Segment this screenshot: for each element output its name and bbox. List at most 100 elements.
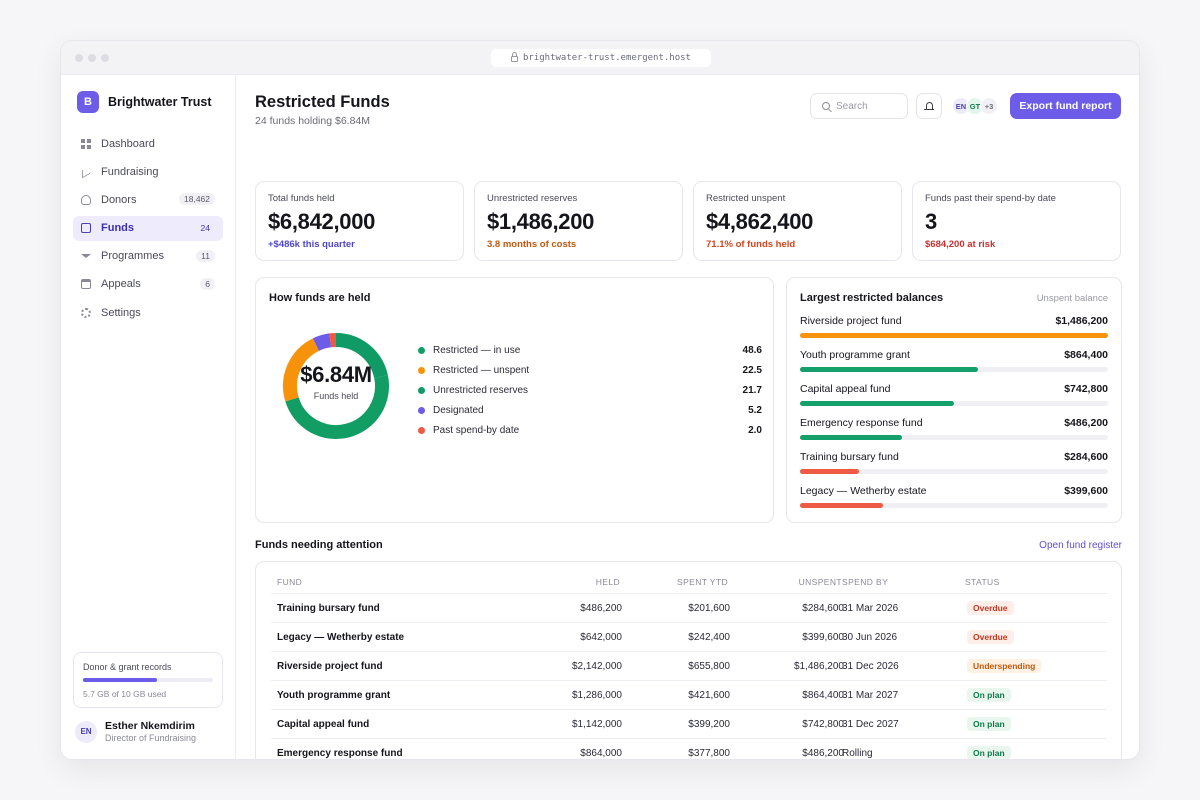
cell-spend-by: 31 Dec 2026 bbox=[842, 661, 899, 672]
column-header[interactable]: SPEND BY bbox=[842, 577, 889, 587]
cell-spend-by: 31 Dec 2027 bbox=[842, 719, 899, 730]
balance-value: $284,600 bbox=[1064, 451, 1108, 463]
cell-spend-by: 30 Jun 2026 bbox=[842, 632, 898, 643]
sidebar-item-label: Settings bbox=[101, 306, 141, 319]
cell-unspent: $742,800 bbox=[802, 719, 844, 730]
balance-row[interactable]: Capital appeal fund $742,800 bbox=[800, 383, 1108, 417]
cell-spend-by: Rolling bbox=[842, 748, 873, 759]
sidebar-item-settings[interactable]: Settings bbox=[73, 300, 223, 325]
donut-slice-restricted-in-use[interactable] bbox=[285, 375, 389, 439]
trending-up-icon bbox=[82, 165, 90, 178]
balance-value: $399,600 bbox=[1064, 485, 1108, 497]
balance-bar-track bbox=[800, 367, 1108, 372]
kpi-label: Total funds held bbox=[268, 193, 335, 204]
brand[interactable]: B Brightwater Trust bbox=[77, 91, 212, 113]
balance-value: $1,486,200 bbox=[1055, 315, 1108, 327]
cell-unspent: $864,400 bbox=[802, 690, 844, 701]
cell-spent: $399,200 bbox=[688, 719, 730, 730]
kpi-note: 71.1% of funds held bbox=[706, 239, 796, 250]
legend-value: 48.6 bbox=[742, 344, 762, 356]
holdings-card: How funds are held $6.84M Funds held Res… bbox=[255, 277, 774, 523]
notifications-button[interactable] bbox=[916, 93, 942, 119]
legend-label: Restricted — in use bbox=[433, 344, 521, 356]
balance-row[interactable]: Riverside project fund $1,486,200 bbox=[800, 315, 1108, 349]
browser-titlebar: brightwater-trust.emergent.host bbox=[61, 41, 1139, 75]
column-header[interactable]: FUND bbox=[277, 577, 303, 587]
table-row[interactable]: Emergency response fund $864,000 $377,800 $… bbox=[271, 738, 1107, 759]
cell-fund: Legacy — Wetherby estate bbox=[277, 632, 405, 643]
donut-center-label: Funds held bbox=[313, 391, 359, 401]
search-input[interactable]: Search bbox=[810, 93, 908, 119]
legend-label: Unrestricted reserves bbox=[433, 384, 529, 396]
sidebar-item-label: Appeals bbox=[101, 278, 141, 291]
holdings-legend: Restricted — in use 48.6 Restricted — unsp… bbox=[418, 340, 762, 440]
avatar: EN bbox=[75, 720, 97, 743]
window-minimize-dot[interactable] bbox=[88, 54, 96, 62]
cell-fund: Emergency response fund bbox=[277, 748, 403, 759]
attention-title: Funds needing attention bbox=[255, 539, 383, 551]
legend-value: 22.5 bbox=[742, 364, 762, 376]
sidebar-item-dashboard[interactable]: Dashboard bbox=[73, 131, 223, 156]
donut-slice-restricted-unspent[interactable] bbox=[283, 338, 320, 402]
legend-value: 5.2 bbox=[748, 404, 762, 416]
column-header[interactable]: STATUS bbox=[965, 577, 1000, 587]
gear-icon bbox=[81, 307, 91, 318]
address-bar[interactable]: brightwater-trust.emergent.host bbox=[491, 49, 711, 67]
legend-item: Designated 5.2 bbox=[418, 400, 762, 420]
sidebar-item-count: 24 bbox=[200, 222, 210, 233]
sidebar-item-appeals[interactable]: Appeals 6 bbox=[73, 272, 223, 297]
page-title: Restricted Funds bbox=[255, 93, 390, 111]
balance-name: Emergency response fund bbox=[800, 417, 923, 429]
storage-progress-bar bbox=[83, 678, 213, 682]
legend-item: Past spend-by date 2.0 bbox=[418, 420, 762, 440]
legend-label: Restricted — unspent bbox=[433, 364, 530, 376]
user-profile[interactable]: EN Esther Nkemdirim Director of Fundrais… bbox=[75, 720, 196, 743]
bell-icon bbox=[924, 101, 934, 110]
cell-spent: $242,400 bbox=[688, 632, 730, 643]
balance-row[interactable]: Youth programme grant $864,400 bbox=[800, 349, 1108, 383]
table-row[interactable]: Legacy — Wetherby estate $642,000 $242,400… bbox=[271, 622, 1107, 651]
status-badge: On plan bbox=[967, 746, 1011, 759]
sidebar-item-label: Programmes bbox=[101, 250, 164, 263]
balance-bar bbox=[800, 367, 979, 372]
table-row[interactable]: Youth programme grant $1,286,000 $421,600 $… bbox=[271, 680, 1107, 709]
user-icon bbox=[81, 194, 91, 205]
sidebar-item-funds[interactable]: Funds 24 bbox=[73, 215, 223, 241]
sidebar-item-donors[interactable]: Donors 18,462 bbox=[73, 187, 223, 212]
cell-held: $486,200 bbox=[580, 603, 622, 614]
column-header[interactable]: HELD bbox=[595, 577, 620, 587]
balance-bar bbox=[800, 503, 884, 508]
table-row[interactable]: Training bursary fund $486,200 $201,600 $28… bbox=[271, 593, 1107, 622]
balance-name: Riverside project fund bbox=[800, 315, 902, 327]
legend-swatch bbox=[418, 366, 425, 374]
legend-swatch bbox=[418, 386, 425, 394]
kpi-note: +$486k this quarter bbox=[268, 239, 355, 250]
kpi-value: 3 bbox=[925, 209, 937, 234]
table-row[interactable]: Capital appeal fund $1,142,000 $399,200 $74… bbox=[271, 709, 1107, 738]
balance-row[interactable]: Legacy — Wetherby estate $399,600 bbox=[800, 485, 1108, 519]
export-fund-report-button[interactable]: Export fund report bbox=[1010, 93, 1121, 119]
calendar-icon bbox=[81, 279, 91, 290]
window-close-dot[interactable] bbox=[75, 54, 83, 62]
sidebar-item-fundraising[interactable]: Fundraising bbox=[73, 159, 223, 184]
column-header[interactable]: UNSPENT bbox=[798, 577, 842, 587]
balance-row[interactable]: Training bursary fund $284,600 bbox=[800, 451, 1108, 485]
balance-bar bbox=[800, 435, 902, 440]
page-subtitle: 24 funds holding $6.84M bbox=[255, 115, 371, 127]
open-fund-register-link[interactable]: Open fund register bbox=[1039, 540, 1122, 551]
status-badge: On plan bbox=[967, 717, 1011, 731]
column-header[interactable]: SPENT YTD bbox=[677, 577, 728, 587]
balances-title: Largest restricted balances bbox=[800, 292, 944, 304]
search-icon bbox=[822, 102, 830, 110]
window-maximize-dot[interactable] bbox=[101, 54, 109, 62]
balance-row[interactable]: Emergency response fund $486,200 bbox=[800, 417, 1108, 451]
donut-slice-designated[interactable] bbox=[312, 333, 332, 352]
balances-column-label: Unspent balance bbox=[1036, 293, 1108, 304]
collaborator-avatar: +3 bbox=[980, 97, 998, 115]
cell-held: $2,142,000 bbox=[571, 661, 622, 672]
collaborator-avatars[interactable]: EN GT +3 bbox=[952, 97, 998, 115]
donut-slice-unrestricted-reserves[interactable] bbox=[335, 333, 388, 379]
sidebar-item-programmes[interactable]: Programmes 11 bbox=[73, 244, 223, 269]
table-row[interactable]: Riverside project fund $2,142,000 $655,800… bbox=[271, 651, 1107, 680]
kpi-card: Total funds held $6,842,000 +$486k this qu… bbox=[255, 181, 464, 261]
